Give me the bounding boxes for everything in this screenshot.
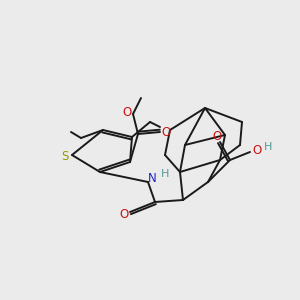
Text: O: O [161, 125, 171, 139]
Text: O: O [119, 208, 129, 220]
Text: S: S [61, 149, 69, 163]
Text: H: H [161, 169, 169, 179]
Text: O: O [252, 143, 262, 157]
Text: H: H [264, 142, 272, 152]
Text: O: O [212, 130, 222, 142]
Text: N: N [148, 172, 156, 185]
Text: O: O [122, 106, 132, 119]
